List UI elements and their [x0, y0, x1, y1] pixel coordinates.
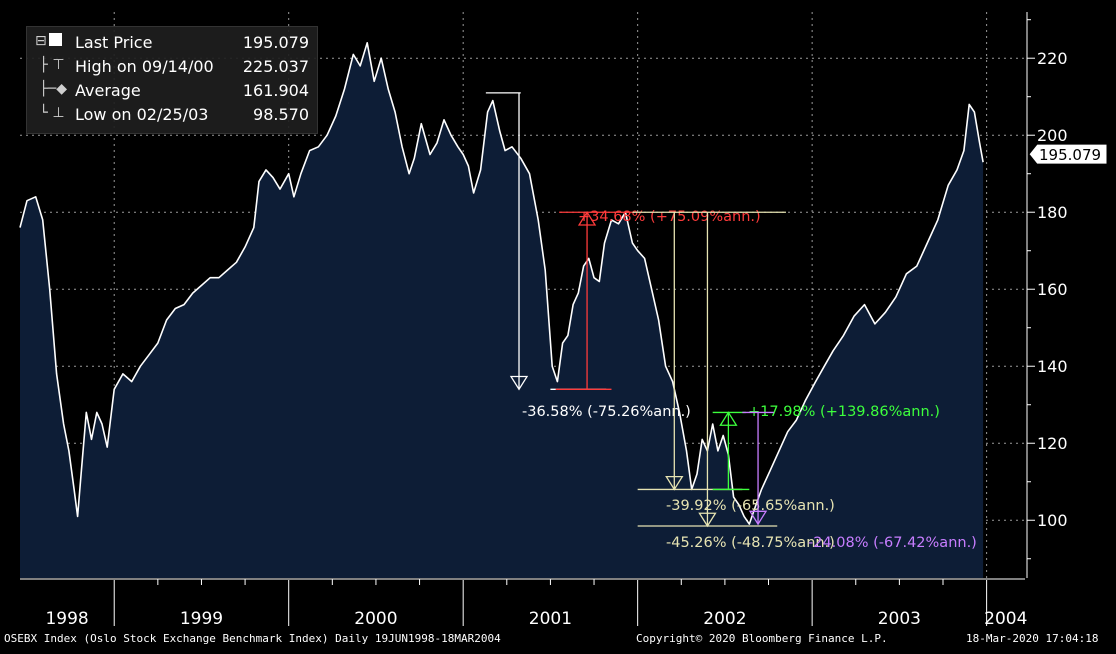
legend: ⊟ Last Price 195.079 ├ ⊤ High on 09/14/0… — [26, 26, 318, 134]
annotation-3-arrowhead — [665, 475, 684, 491]
x-tick-label: 1999 — [180, 609, 223, 629]
last-price-label: 195.079 — [1039, 146, 1101, 164]
legend-value: 161.904 — [242, 81, 309, 100]
price-area-fill — [20, 42, 984, 579]
legend-value: 98.570 — [253, 105, 309, 124]
legend-last-price: ⊟ Last Price 195.079 — [27, 31, 317, 53]
legend-label: Low on 02/25/03 — [75, 105, 209, 124]
white-square-icon: ⊟ — [35, 33, 62, 49]
annotation-5-label: +17.98% (+139.86%ann.) — [748, 404, 940, 420]
annotation-4-arrowhead — [698, 512, 717, 528]
annotation-6-arrowhead — [748, 510, 768, 526]
average-marker-icon: ├─◆ — [35, 81, 68, 97]
footer-timestamp: 18-Mar-2020 17:04:18 — [966, 632, 1099, 645]
legend-value: 225.037 — [242, 57, 309, 76]
legend-label: Last Price — [75, 33, 153, 52]
annotation-2-arrowhead — [577, 210, 597, 226]
y-tick-label: 140 — [1037, 357, 1068, 376]
legend-low: └ ⊥ Low on 02/25/03 98.570 — [27, 103, 317, 125]
y-tick-label: 220 — [1037, 49, 1068, 68]
x-tick-label: 2002 — [703, 609, 746, 629]
x-tick-label: 2001 — [529, 609, 572, 629]
annotation-6-label: -24.08% (-67.42%ann.) — [808, 535, 977, 551]
annotation-4-label: -45.26% (-48.75%ann.) — [666, 535, 835, 551]
last-price-tag — [1028, 143, 1108, 165]
y-tick-label: 160 — [1037, 280, 1068, 299]
annotation-5-arrowhead — [719, 411, 738, 426]
legend-high: ├ ⊤ High on 09/14/00 225.037 — [27, 55, 317, 77]
y-tick-label: 180 — [1037, 203, 1068, 222]
footer-index-description: OSEBX Index (Oslo Stock Exchange Benchma… — [4, 632, 501, 645]
y-tick-label: 200 — [1037, 126, 1068, 145]
x-axis-band — [0, 578, 1116, 628]
x-tick-label: 2004 — [984, 609, 1027, 629]
annotation-2-label: +34.68% (+75.09%ann.) — [578, 209, 761, 225]
x-tick-label: 2000 — [354, 609, 397, 629]
legend-value: 195.079 — [242, 33, 309, 52]
x-tick-label: 2003 — [878, 609, 921, 629]
footer-copyright: Copyright© 2020 Bloomberg Finance L.P. — [636, 632, 888, 645]
low-marker-icon: └ ⊥ — [35, 105, 65, 121]
annotation-3-label: -39.92% (-65.65%ann.) — [666, 498, 835, 514]
x-tick-label: 1998 — [45, 609, 88, 629]
annotations: -36.58% (-75.26%ann.) +34.68% (+75.09%ann… — [485, 92, 977, 551]
price-line — [19, 42, 984, 525]
legend-label: Average — [75, 81, 141, 100]
annotation-1-label: -36.58% (-75.26%ann.) — [522, 404, 691, 420]
y-tick-label: 120 — [1037, 434, 1068, 453]
high-marker-icon: ├ ⊤ — [35, 57, 65, 73]
price-series — [19, 42, 984, 579]
annotation-1-arrowhead — [509, 375, 529, 391]
x-axis: 1998 1999 2000 2001 2002 2003 2004 — [0, 578, 1116, 629]
y-tick-label: 100 — [1037, 511, 1068, 530]
y-axis: 100 120 140 160 180 200 220 195.079 — [1026, 12, 1108, 578]
legend-average: ├─◆ Average 161.904 — [27, 79, 317, 101]
legend-label: High on 09/14/00 — [75, 57, 214, 76]
